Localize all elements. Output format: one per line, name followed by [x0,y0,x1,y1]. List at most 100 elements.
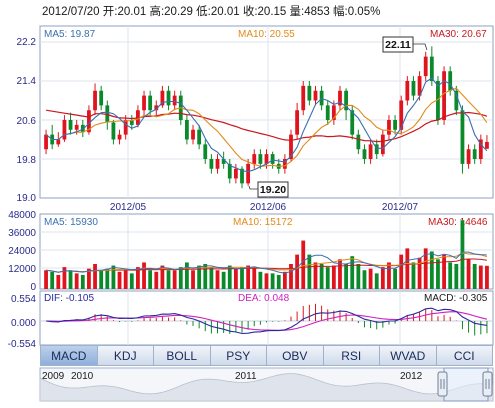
volume-bar [246,265,251,289]
volume-bar [56,274,61,289]
volume-bar [478,265,483,289]
quote-close-label: 收: [243,4,258,18]
candle-down [203,144,208,159]
volume-bar [466,259,471,289]
tab-psy[interactable]: PSY [210,345,267,366]
candle-down [166,90,171,106]
candle-down [227,163,232,179]
indicator-tabs: MACD KDJ BOLL PSY OBV RSI WVAD CCI [40,345,493,366]
timeline-area [39,373,494,402]
quote-high-label: 高: [149,4,164,18]
volume-bar [448,262,453,289]
volume-bar [276,274,281,289]
volume-bar [436,259,440,289]
volume-bar [313,262,318,289]
price-panel [39,25,494,199]
volume-bar [325,267,330,289]
volume-bar [154,271,159,289]
volume-bar [429,251,434,289]
macd-legend-dea: DEA: 0.048 [238,293,290,304]
candle-up [172,95,177,106]
volume-bar [215,270,220,289]
volume-bar [338,259,342,289]
candle-up [405,81,410,101]
candle-up [478,139,483,159]
candle-down [209,159,214,169]
candle-up [282,159,287,169]
tab-macd[interactable]: MACD [40,345,98,366]
quote-header: 2012/07/20 开:20.01 高:20.29 低:20.01 收:20.… [42,4,380,18]
volume-bar [240,267,244,289]
volume-bar [374,273,379,289]
volume-bar [233,268,238,289]
timeline-label-2012: 2012 [400,371,423,382]
candle-down [270,154,275,164]
low-annotation: 19.20 [260,184,286,196]
volume-bar [258,271,263,289]
candle-up [93,90,97,111]
volume-bar [319,264,324,289]
timeline-label-2009: 2009 [42,371,65,382]
candle-down [429,56,434,81]
tab-boll[interactable]: BOLL [154,345,211,366]
candle-down [436,81,440,120]
price-ytick-1: 21.4 [17,76,37,87]
candle-up [301,85,306,111]
timeline-label-2010: 2010 [71,371,94,382]
volume-bar [178,267,183,289]
candle-up [313,90,318,101]
timeline-left-handle[interactable] [437,371,448,397]
candle-up [246,163,251,184]
volume-bars [44,220,489,289]
tab-cci[interactable]: CCI [436,345,493,366]
volume-bar [454,264,459,289]
volume-bar [209,267,214,289]
volume-bar [142,262,146,289]
candle-up [154,105,159,111]
candle-down [393,120,397,130]
candle-down [411,81,416,96]
tab-wvad[interactable]: WVAD [380,345,437,366]
quote-low: 20.01 [211,6,240,18]
timeline-right-handle[interactable] [482,371,493,397]
timeline-selection-window[interactable] [443,367,489,402]
candle-down [362,149,367,159]
candle-up [44,134,48,150]
candle-up [215,159,220,169]
volume-ytick-1: 36000 [8,228,36,239]
candle-up [338,90,342,106]
volume-bar [356,264,361,289]
quote-date: 2012/07/20 [42,6,100,18]
candle-down [448,71,453,91]
quote-volume-label: 量: [290,5,305,18]
candle-up [252,154,257,164]
volume-bar [172,270,177,289]
tab-obv[interactable]: OBV [267,345,324,366]
tab-rsi[interactable]: RSI [323,345,380,366]
volume-bar [380,267,385,289]
volume-bar [203,264,208,289]
volume-bar [264,273,269,289]
volume-bar [472,264,477,289]
candle-up [380,134,385,155]
candle-down [460,110,465,164]
volume-ytick-0: 48000 [8,210,36,221]
volume-bar [74,273,79,289]
volume-legend-ma10: MA10: 15172 [233,217,293,228]
quote-close: 20.15 [258,6,287,18]
volume-bar [111,265,116,289]
candle-up [485,141,489,149]
quote-open: 20.01 [117,6,146,18]
volume-bar [44,270,48,289]
volume-bar [197,265,202,289]
candle-up [233,168,238,179]
volume-bar [99,270,104,289]
quote-low-label: 低: [196,5,211,18]
high-annotation: 22.11 [385,39,411,51]
candle-down [148,95,153,111]
volume-bar [344,264,349,289]
candlesticks [44,46,489,189]
quote-change: 0.05% [348,6,381,18]
candle-down [374,144,379,155]
tab-kdj[interactable]: KDJ [97,345,154,366]
